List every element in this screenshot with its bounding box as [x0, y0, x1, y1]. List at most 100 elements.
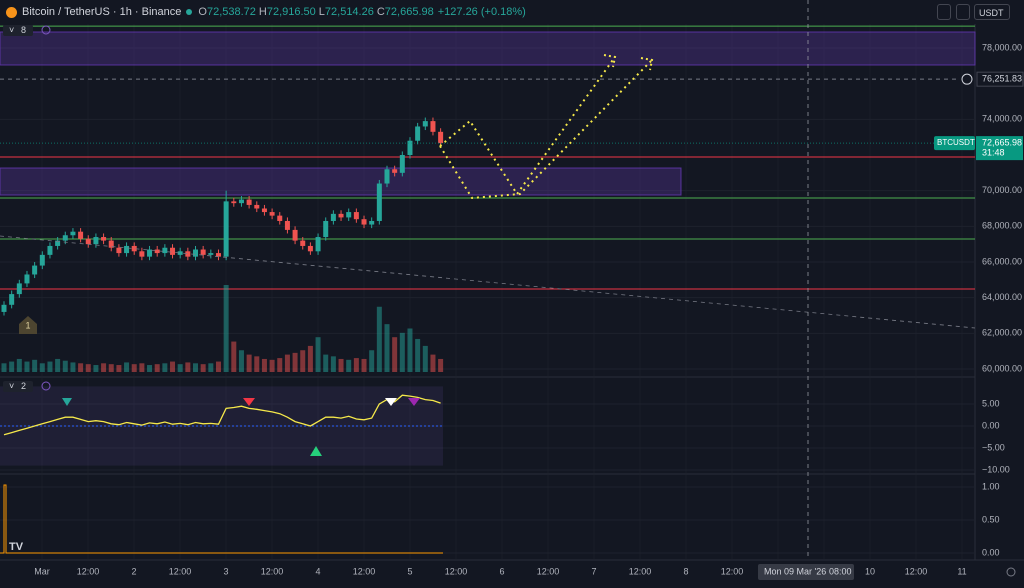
volume-bar	[361, 358, 367, 372]
status-dot	[186, 9, 193, 15]
last-price-label: 72,665.98	[982, 137, 1022, 147]
symbol-badge	[934, 136, 975, 151]
volume-bar	[307, 345, 313, 372]
currency-button[interactable]: USDT	[974, 4, 1010, 20]
third-pane-tick-label: 0.00	[982, 547, 1000, 557]
volume-bar	[323, 354, 329, 372]
candle-body	[62, 235, 68, 241]
volume-bar	[292, 352, 298, 372]
time-tick-label: 4	[315, 566, 320, 576]
candle-body	[16, 283, 22, 295]
candle-body	[238, 199, 244, 204]
volume-bar	[147, 365, 153, 372]
volume-bar	[415, 338, 421, 372]
time-tick-label: 12:00	[261, 566, 284, 576]
volume-bar	[162, 363, 168, 372]
volume-bar	[55, 358, 61, 372]
volume-bar	[422, 345, 428, 372]
candle-body	[407, 140, 413, 155]
crosshair-label	[758, 564, 854, 580]
alert-badge	[976, 71, 1024, 87]
indicator-icon	[41, 381, 51, 391]
oscillator-tick-label: −5.00	[982, 442, 1005, 452]
price-tick-label: 66,000.00	[982, 256, 1022, 266]
plot-layer: 78,000.00 74,000.00 70,000.00 68,000.00 66,0…	[0, 24, 1024, 576]
arrow-head	[640, 57, 654, 71]
candle-body	[254, 204, 260, 209]
price-tick-label: 78,000.00	[982, 42, 1022, 52]
volume-bar	[215, 361, 221, 372]
trend-line	[0, 235, 976, 329]
volume-bar	[39, 363, 45, 372]
ohlc-value: 72,538.72	[206, 6, 256, 18]
volume-bar	[438, 358, 444, 372]
time-tick-label: 12:00	[169, 566, 192, 576]
volume-bar	[369, 350, 375, 372]
volume-bar	[62, 360, 68, 372]
indicator-icon	[41, 25, 51, 35]
price-tick-label: 68,000.00	[982, 221, 1022, 231]
time-tick-label: 6	[499, 566, 504, 576]
ohlc: O72,538.72 H72,916.50 L72,514.26 C72,665.98	[195, 6, 433, 18]
volume-bar	[78, 363, 84, 372]
zone	[0, 31, 976, 66]
candle-body	[32, 265, 38, 275]
volume-bar	[338, 358, 344, 372]
volume-bar	[200, 364, 206, 372]
candle-body	[185, 251, 191, 257]
time-tick-label: 12:00	[905, 566, 928, 576]
ohlc-value: 72,916.50	[266, 6, 316, 18]
volume-bar	[9, 361, 15, 372]
ohlc-key: O	[198, 6, 207, 18]
oscillator-line	[3, 394, 441, 436]
time-tick-label: 3	[223, 566, 228, 576]
candle-body	[422, 121, 428, 127]
refresh-button[interactable]	[956, 4, 970, 20]
volume-bar	[254, 356, 260, 372]
candle-body	[85, 238, 91, 245]
candle-body	[284, 220, 290, 230]
oscillator-tick-label: −10.00	[982, 464, 1010, 474]
time-tick-label: 2	[131, 566, 136, 576]
volume-bar	[430, 354, 436, 372]
volume-bar	[346, 359, 352, 372]
volume-bar	[208, 363, 214, 372]
volume-bar	[300, 350, 306, 372]
volume-bar	[116, 365, 122, 372]
candle-body	[131, 245, 137, 252]
candle-body	[361, 219, 367, 225]
collapse-icon: ˅	[9, 381, 14, 391]
volume-bar	[47, 361, 53, 372]
symbol-badge-label: BTCUSDT	[937, 138, 975, 147]
time-tick-label: 12:00	[77, 566, 100, 576]
last-price-badge	[976, 136, 1023, 161]
candle-body	[47, 245, 53, 255]
volume-bar	[392, 337, 398, 372]
candle-body	[323, 220, 329, 238]
time-tick-label: 12:00	[721, 566, 744, 576]
signal-marker	[310, 446, 322, 456]
candle-body	[223, 201, 229, 257]
volume-bar	[101, 363, 107, 372]
ohlc-value: 72,514.26	[324, 6, 374, 18]
projection-path	[439, 59, 653, 200]
change: +127.26 (+0.18%)	[437, 6, 526, 18]
volume-bar	[24, 361, 30, 372]
price-tick-label: 70,000.00	[982, 185, 1022, 195]
settings-icon[interactable]	[1006, 567, 1016, 577]
candle-body	[430, 121, 436, 132]
marker-badge-label: 1	[25, 320, 30, 330]
pane-label: 8	[21, 25, 26, 35]
time-tick-label: 12:00	[629, 566, 652, 576]
pane-label: 2	[21, 381, 26, 391]
candle-body	[116, 247, 122, 254]
download-button[interactable]	[937, 4, 951, 20]
candle-body	[215, 253, 221, 257]
volume-bar	[170, 361, 176, 372]
crosshair-time: 08:00	[829, 566, 852, 576]
candle-body	[307, 245, 313, 252]
candle-body	[277, 215, 283, 221]
candle-body	[154, 249, 160, 254]
